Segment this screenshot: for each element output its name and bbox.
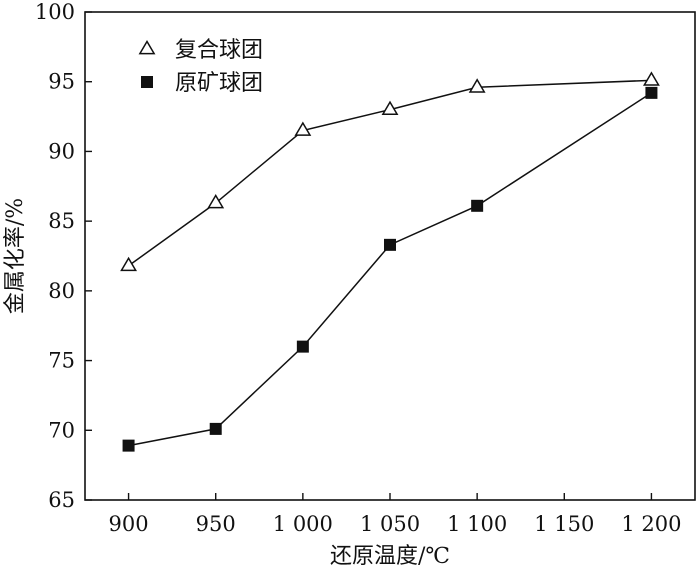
x-tick-label: 1 000	[273, 512, 333, 536]
data-point	[471, 199, 484, 212]
data-point	[209, 422, 222, 435]
data-point	[120, 256, 138, 272]
y-tick-label: 75	[48, 349, 75, 373]
data-point	[294, 121, 312, 136]
y-tick-label: 90	[48, 139, 75, 163]
legend-label: 原矿球团	[175, 71, 263, 96]
legend-marker	[141, 76, 153, 88]
data-point	[642, 71, 660, 86]
x-tick-label: 1 200	[621, 512, 681, 536]
y-tick-label: 65	[48, 488, 75, 512]
y-tick-label: 70	[48, 418, 75, 442]
x-tick-label: 1 150	[534, 512, 594, 536]
y-axis-title: 金属化率/%	[3, 198, 28, 314]
data-point	[468, 78, 486, 93]
data-point	[122, 439, 135, 452]
series-1	[120, 71, 660, 272]
x-tick-label: 950	[196, 512, 236, 536]
legend-marker	[138, 40, 156, 55]
series-2	[122, 86, 658, 452]
data-point	[384, 238, 396, 251]
y-axis-ticks: 65 70 75 80 85 90 95 100	[35, 0, 92, 512]
x-axis-ticks: 900 950 1 000 1 050 1 100 1 150 1 200	[109, 493, 681, 536]
y-tick-label: 80	[48, 279, 75, 303]
legend-label: 复合球团	[175, 38, 263, 63]
x-tick-label: 1 100	[447, 512, 507, 536]
data-point	[645, 86, 658, 99]
y-tick-label: 85	[48, 209, 75, 233]
x-axis-title: 还原温度/℃	[330, 544, 450, 569]
y-tick-label: 100	[35, 0, 75, 24]
data-point	[296, 340, 309, 353]
series-line	[128, 79, 652, 267]
series-line	[128, 92, 652, 447]
x-tick-label: 900	[109, 512, 149, 536]
y-tick-label: 95	[48, 70, 75, 94]
x-tick-label: 1 050	[360, 512, 420, 536]
data-point	[381, 100, 399, 115]
data-point	[207, 194, 225, 209]
series-layer	[120, 71, 660, 452]
